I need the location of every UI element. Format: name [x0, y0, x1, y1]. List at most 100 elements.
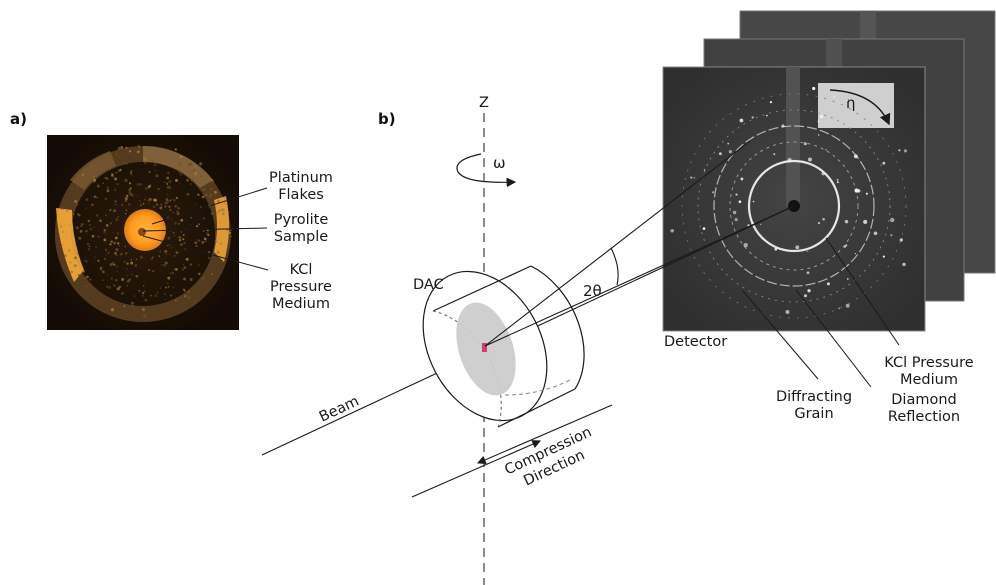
ring-3: [713, 125, 875, 287]
diffraction-spot: [902, 262, 906, 267]
photo-speckle: [159, 287, 161, 289]
photo-speckle: [187, 290, 190, 293]
photo-speckle: [72, 226, 74, 228]
photo-speckle: [182, 233, 185, 237]
photo-speckle: [135, 258, 138, 260]
photo-speckle: [219, 221, 221, 223]
photo-speckle: [195, 225, 199, 228]
photo-speckle: [117, 242, 120, 245]
photo-speckle: [81, 187, 84, 189]
photo-speckle: [228, 231, 232, 235]
diffraction-spot: [838, 307, 840, 309]
diffraction-spot: [817, 134, 820, 136]
diffraction-spot: [769, 101, 773, 104]
photo-speckle: [176, 210, 179, 213]
photo-speckle: [202, 277, 205, 280]
photo-speckle: [167, 245, 169, 247]
photo-speckle: [189, 263, 193, 266]
photo-speckle: [85, 229, 88, 233]
photo-speckle: [198, 239, 201, 242]
diffraction-spot: [808, 157, 812, 162]
photo-speckle: [198, 272, 201, 276]
photo-speckle: [110, 240, 113, 243]
photo-speckle: [74, 199, 78, 203]
photo-speckle: [130, 170, 133, 173]
photo-speckle: [95, 246, 97, 248]
photo-speckle: [123, 161, 126, 164]
photo-speckle: [69, 224, 71, 226]
photo-speckle: [104, 176, 107, 180]
photo-speckle: [182, 238, 185, 241]
label-kcl-2: Pressure: [270, 279, 332, 295]
photo-speckle: [192, 169, 196, 172]
photo-speckle: [133, 295, 136, 298]
photo-speckle: [96, 184, 100, 188]
photo-speckle: [158, 255, 161, 257]
photo-speckle: [133, 195, 135, 197]
label-grain-2: Grain: [794, 406, 833, 422]
diffraction-spot: [833, 95, 836, 98]
photo-speckle: [68, 249, 71, 252]
photo-speckle: [204, 193, 208, 197]
diffraction-spot: [826, 282, 830, 286]
photo-speckle: [95, 196, 98, 199]
photo-speckle: [114, 203, 117, 206]
photo-speckle: [174, 204, 178, 208]
photo-speckle: [210, 187, 213, 191]
compression-arrow-upper: [476, 404, 613, 464]
photo-speckle: [128, 191, 132, 195]
photo-speckle: [121, 277, 125, 281]
photo-speckle: [114, 188, 117, 191]
photo-speckle: [130, 273, 133, 276]
photo-speckle: [124, 197, 128, 201]
photo-speckle: [115, 218, 119, 222]
photo-speckle: [164, 249, 168, 253]
photo-speckle: [126, 194, 129, 198]
photo-speckle: [111, 174, 115, 178]
photo-speckle: [170, 199, 172, 201]
photo-speckle: [109, 209, 112, 211]
photo-speckle: [178, 162, 182, 166]
photo-speckle: [147, 202, 149, 204]
photo-speckle: [116, 232, 120, 235]
photo-speckle: [178, 170, 182, 173]
photo-speckle: [174, 223, 176, 225]
diffraction-spot: [732, 210, 737, 215]
diffraction-spot: [844, 219, 849, 224]
eta-arrow: [829, 89, 891, 126]
photo-speckle: [167, 286, 170, 288]
photo-speckle: [80, 224, 83, 228]
photo-speckle: [179, 182, 181, 184]
photo-speckle: [128, 149, 132, 153]
photo-speckle: [165, 298, 167, 301]
photo-speckle: [183, 277, 186, 281]
label-omega: ω: [493, 154, 506, 172]
photo-speckle: [112, 231, 114, 234]
photo-speckle: [143, 290, 146, 293]
photo-speckle: [117, 146, 121, 150]
photo-speckle: [151, 270, 154, 272]
diffraction-spot: [845, 244, 848, 247]
diffraction-spot: [727, 142, 730, 145]
photo-speckle: [103, 238, 107, 242]
photo-speckle: [178, 238, 182, 242]
photo-speckle: [195, 244, 198, 247]
diffraction-spot: [795, 245, 800, 250]
photo-speckle: [75, 226, 79, 230]
photo-speckle: [130, 258, 133, 261]
photo-speckle: [90, 167, 92, 169]
photo-speckle: [136, 182, 140, 186]
photo-speckle: [183, 266, 187, 269]
photo-speckle: [93, 182, 95, 184]
photo-speckle: [159, 206, 163, 210]
label-diamond-1: Diamond: [891, 392, 956, 408]
photo-speckle: [163, 181, 166, 183]
diffraction-spot: [803, 142, 807, 146]
panel-b-tag: b): [378, 110, 396, 128]
photo-speckle: [211, 212, 214, 215]
photo-speckle: [169, 200, 171, 202]
photo-speckle: [148, 269, 150, 272]
photo-speckle: [103, 228, 107, 232]
beamstop-shadow: [786, 67, 800, 207]
photo-speckle: [142, 285, 145, 287]
